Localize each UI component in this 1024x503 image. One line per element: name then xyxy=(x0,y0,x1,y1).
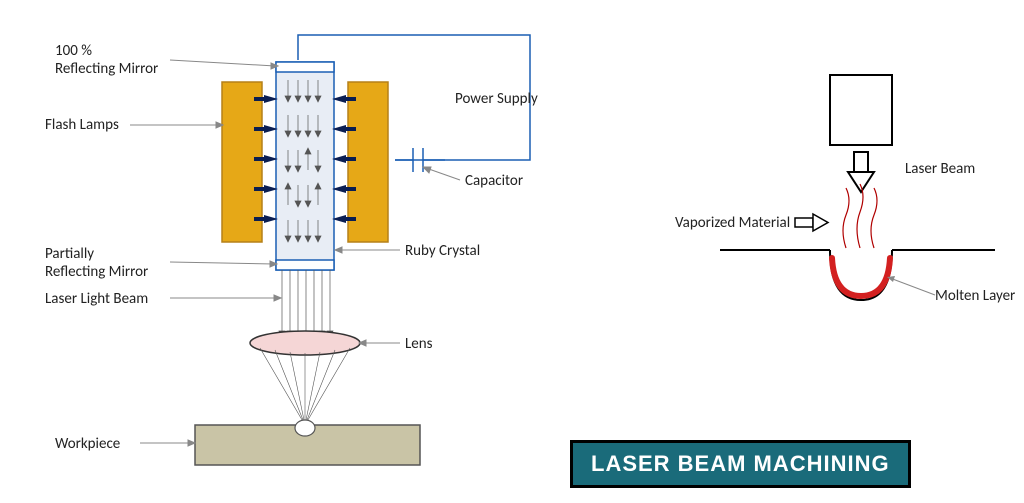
title-banner: LASER BEAM MACHINING xyxy=(570,440,911,488)
label-workpiece: Workpiece xyxy=(55,435,120,453)
label-lens: Lens xyxy=(405,335,433,353)
laser-beams-crystal-to-lens xyxy=(279,270,333,337)
label-flash-lamps: Flash Lamps xyxy=(45,116,119,134)
label-partially-reflecting: Partially Reflecting Mirror xyxy=(45,245,148,281)
capacitor-symbol xyxy=(395,100,445,172)
label-reflecting-mirror: 100 % Reflecting Mirror xyxy=(55,42,158,78)
bottom-mirror xyxy=(276,260,334,270)
label-capacitor: Capacitor xyxy=(465,172,523,190)
right-diagram xyxy=(720,75,995,300)
label-ruby-crystal: Ruby Crystal xyxy=(405,242,480,260)
lens xyxy=(250,331,360,355)
label-power-supply: Power Supply xyxy=(455,90,538,108)
converging-beams xyxy=(260,348,350,425)
label-molten: Molten Layer xyxy=(935,287,1015,305)
label-laser-beam: Laser Beam xyxy=(905,160,975,178)
workpiece-hole xyxy=(295,420,315,436)
label-vaporized: Vaporized Material xyxy=(675,214,790,232)
top-mirror xyxy=(276,62,334,72)
label-laser-light-beam: Laser Light Beam xyxy=(45,290,148,308)
